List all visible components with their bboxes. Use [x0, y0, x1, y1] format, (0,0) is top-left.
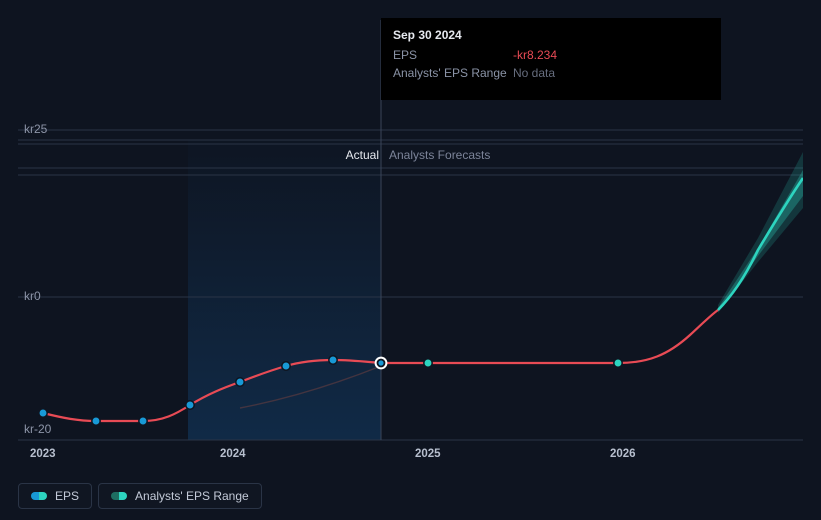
chart-legend: EPS Analysts' EPS Range: [18, 483, 262, 509]
legend-item-eps[interactable]: EPS: [18, 483, 92, 509]
tooltip-date: Sep 30 2024: [393, 26, 709, 44]
x-tick-label: 2026: [610, 448, 636, 460]
eps-chart[interactable]: kr25 kr0 kr-20 Actual Analysts Forecasts…: [18, 0, 803, 470]
legend-item-range[interactable]: Analysts' EPS Range: [98, 483, 262, 509]
legend-label: Analysts' EPS Range: [135, 489, 249, 503]
eps-point[interactable]: [92, 417, 100, 425]
x-tick-label: 2023: [30, 448, 56, 460]
eps-forecast-point[interactable]: [614, 359, 622, 367]
section-label-actual: Actual: [346, 148, 379, 162]
section-label-forecast: Analysts Forecasts: [389, 148, 490, 162]
eps-forecast-point[interactable]: [424, 359, 432, 367]
x-tick-label: 2025: [415, 448, 441, 460]
chart-tooltip: Sep 30 2024 EPS -kr8.234 Analysts' EPS R…: [381, 18, 721, 100]
y-tick-label: kr-20: [24, 422, 51, 436]
y-tick-label: kr25: [24, 122, 47, 136]
legend-swatch: [31, 492, 47, 500]
highlight-band: [188, 140, 381, 440]
eps-point[interactable]: [282, 362, 290, 370]
eps-forecast-line-neg: [381, 310, 718, 363]
tooltip-row-label: EPS: [393, 46, 513, 64]
legend-label: EPS: [55, 489, 79, 503]
eps-point[interactable]: [186, 401, 194, 409]
forecast-range-outer: [718, 152, 803, 313]
legend-swatch: [111, 492, 127, 500]
y-tick-label: kr0: [24, 289, 41, 303]
tooltip-row-label: Analysts' EPS Range: [393, 64, 513, 82]
tooltip-row-value: -kr8.234: [513, 46, 557, 64]
eps-point[interactable]: [236, 378, 244, 386]
tooltip-row-value: No data: [513, 64, 555, 82]
x-tick-label: 2024: [220, 448, 246, 460]
eps-point[interactable]: [39, 409, 47, 417]
eps-point[interactable]: [329, 356, 337, 364]
eps-point[interactable]: [139, 417, 147, 425]
eps-point-current-inner: [378, 360, 383, 365]
